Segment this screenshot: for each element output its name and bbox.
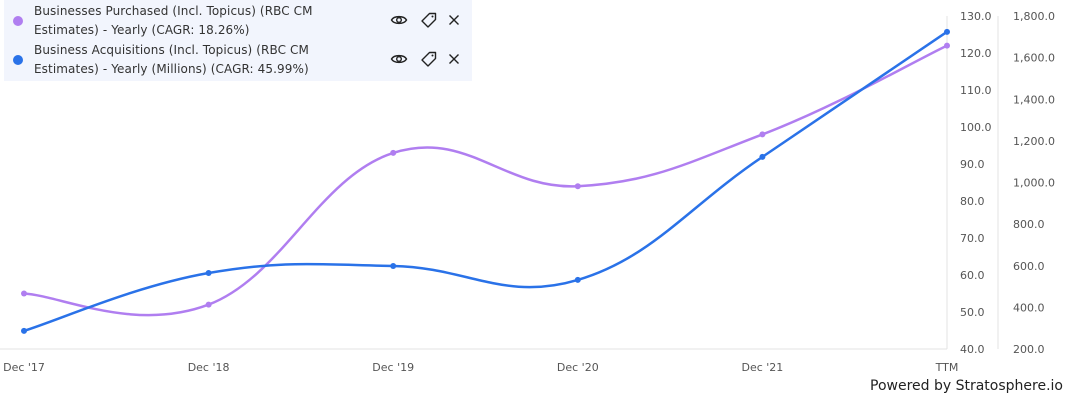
data-point <box>21 290 27 297</box>
left-y-tick-label: 120.0 <box>960 47 992 60</box>
legend-label: Businesses Purchased (Incl. Topicus) (RB… <box>34 4 313 37</box>
legend-item-business-acquisitions[interactable]: Business Acquisitions (Incl. Topicus) (R… <box>4 40 472 80</box>
data-point <box>21 327 27 334</box>
x-tick-label: Dec '21 <box>741 361 783 374</box>
right-y-tick-label: 1,400.0 <box>1013 93 1055 106</box>
legend-label: Business Acquisitions (Incl. Topicus) (R… <box>34 43 309 76</box>
left-y-tick-label: 70.0 <box>960 232 985 245</box>
legend: Businesses Purchased (Incl. Topicus) (RB… <box>4 0 472 81</box>
series-line-0 <box>23 44 948 317</box>
series-line-1 <box>23 30 948 333</box>
series-color-dot <box>13 16 23 26</box>
close-icon[interactable] <box>445 50 463 68</box>
data-point <box>574 276 581 283</box>
left-y-tick-label: 50.0 <box>960 306 985 319</box>
close-icon[interactable] <box>445 11 463 29</box>
left-y-tick-label: 40.0 <box>960 343 985 356</box>
data-point <box>944 42 950 49</box>
right-y-tick-label: 800.0 <box>1013 218 1045 231</box>
tag-icon[interactable] <box>420 50 438 68</box>
right-y-tick-label: 600.0 <box>1013 260 1045 273</box>
right-y-tick-label: 200.0 <box>1013 343 1045 356</box>
x-tick-label: TTM <box>935 361 959 374</box>
data-point <box>390 262 397 269</box>
left-y-tick-label: 110.0 <box>960 84 992 97</box>
right-y-tick-label: 1,800.0 <box>1013 10 1055 23</box>
eye-icon[interactable] <box>390 11 408 29</box>
x-tick-label: Dec '19 <box>372 361 414 374</box>
data-point <box>205 301 212 308</box>
left-y-tick-label: 90.0 <box>960 158 985 171</box>
powered-by-link[interactable]: Powered by Stratosphere.io <box>870 378 1063 394</box>
right-y-tick-label: 1,600.0 <box>1013 52 1055 65</box>
data-point <box>759 131 766 138</box>
data-point <box>944 28 950 35</box>
x-tick-label: Dec '17 <box>3 361 45 374</box>
legend-item-businesses-purchased[interactable]: Businesses Purchased (Incl. Topicus) (RB… <box>4 1 472 41</box>
x-tick-label: Dec '20 <box>557 361 599 374</box>
left-y-tick-label: 130.0 <box>960 10 992 23</box>
eye-icon[interactable] <box>390 50 408 68</box>
right-y-tick-label: 1,000.0 <box>1013 177 1055 190</box>
data-point <box>205 270 212 277</box>
data-point <box>759 153 766 160</box>
x-tick-label: Dec '18 <box>188 361 230 374</box>
tag-icon[interactable] <box>420 11 438 29</box>
left-y-tick-label: 80.0 <box>960 195 985 208</box>
right-y-tick-label: 1,200.0 <box>1013 135 1055 148</box>
data-point <box>574 183 581 190</box>
left-y-tick-label: 100.0 <box>960 121 992 134</box>
left-y-tick-label: 60.0 <box>960 269 985 282</box>
data-point <box>390 149 397 156</box>
series-color-dot <box>13 55 23 65</box>
right-y-tick-label: 400.0 <box>1013 301 1045 314</box>
